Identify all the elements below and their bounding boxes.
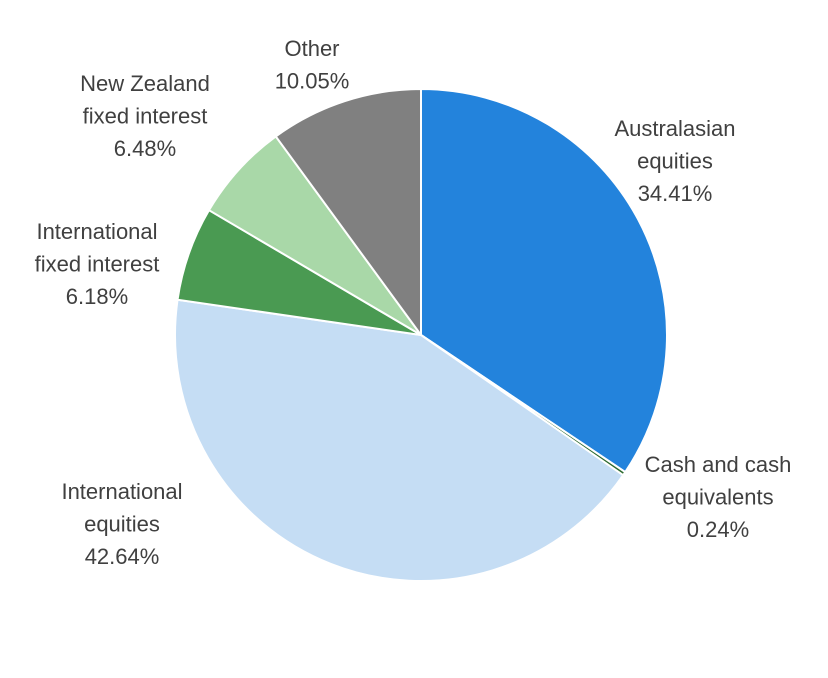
data-label-category: Other — [284, 36, 339, 61]
data-label-category: equivalents — [662, 485, 773, 510]
data-label: International equities 42.64% — [61, 479, 182, 569]
data-label: Cash and cash equivalents 0.24% — [645, 452, 792, 542]
data-label-category: Australasian — [614, 116, 735, 141]
data-label-value: 6.18% — [66, 284, 128, 309]
data-label-category: International — [36, 219, 157, 244]
data-label-value: 10.05% — [275, 69, 350, 94]
data-label: Australasian equities 34.41% — [614, 116, 735, 206]
data-label-category: equities — [84, 512, 160, 537]
data-label-value: 42.64% — [85, 544, 160, 569]
data-label: Other 10.05% — [275, 36, 350, 94]
data-label-category: International — [61, 479, 182, 504]
data-label-category: New Zealand — [80, 71, 210, 96]
data-label: International fixed interest 6.18% — [35, 219, 160, 309]
data-label: New Zealand fixed interest 6.48% — [80, 71, 210, 161]
data-label-category: fixed interest — [83, 104, 208, 129]
data-label-value: 6.48% — [114, 136, 176, 161]
data-label-value: 34.41% — [638, 181, 713, 206]
data-label-category: equities — [637, 149, 713, 174]
data-label-value: 0.24% — [687, 517, 749, 542]
data-label-category: fixed interest — [35, 252, 160, 277]
data-label-category: Cash and cash — [645, 452, 792, 477]
pie-slice-international-equities — [174, 298, 625, 582]
pie-slice-australasian-equities — [420, 88, 668, 474]
pie-slice-other — [274, 88, 422, 336]
